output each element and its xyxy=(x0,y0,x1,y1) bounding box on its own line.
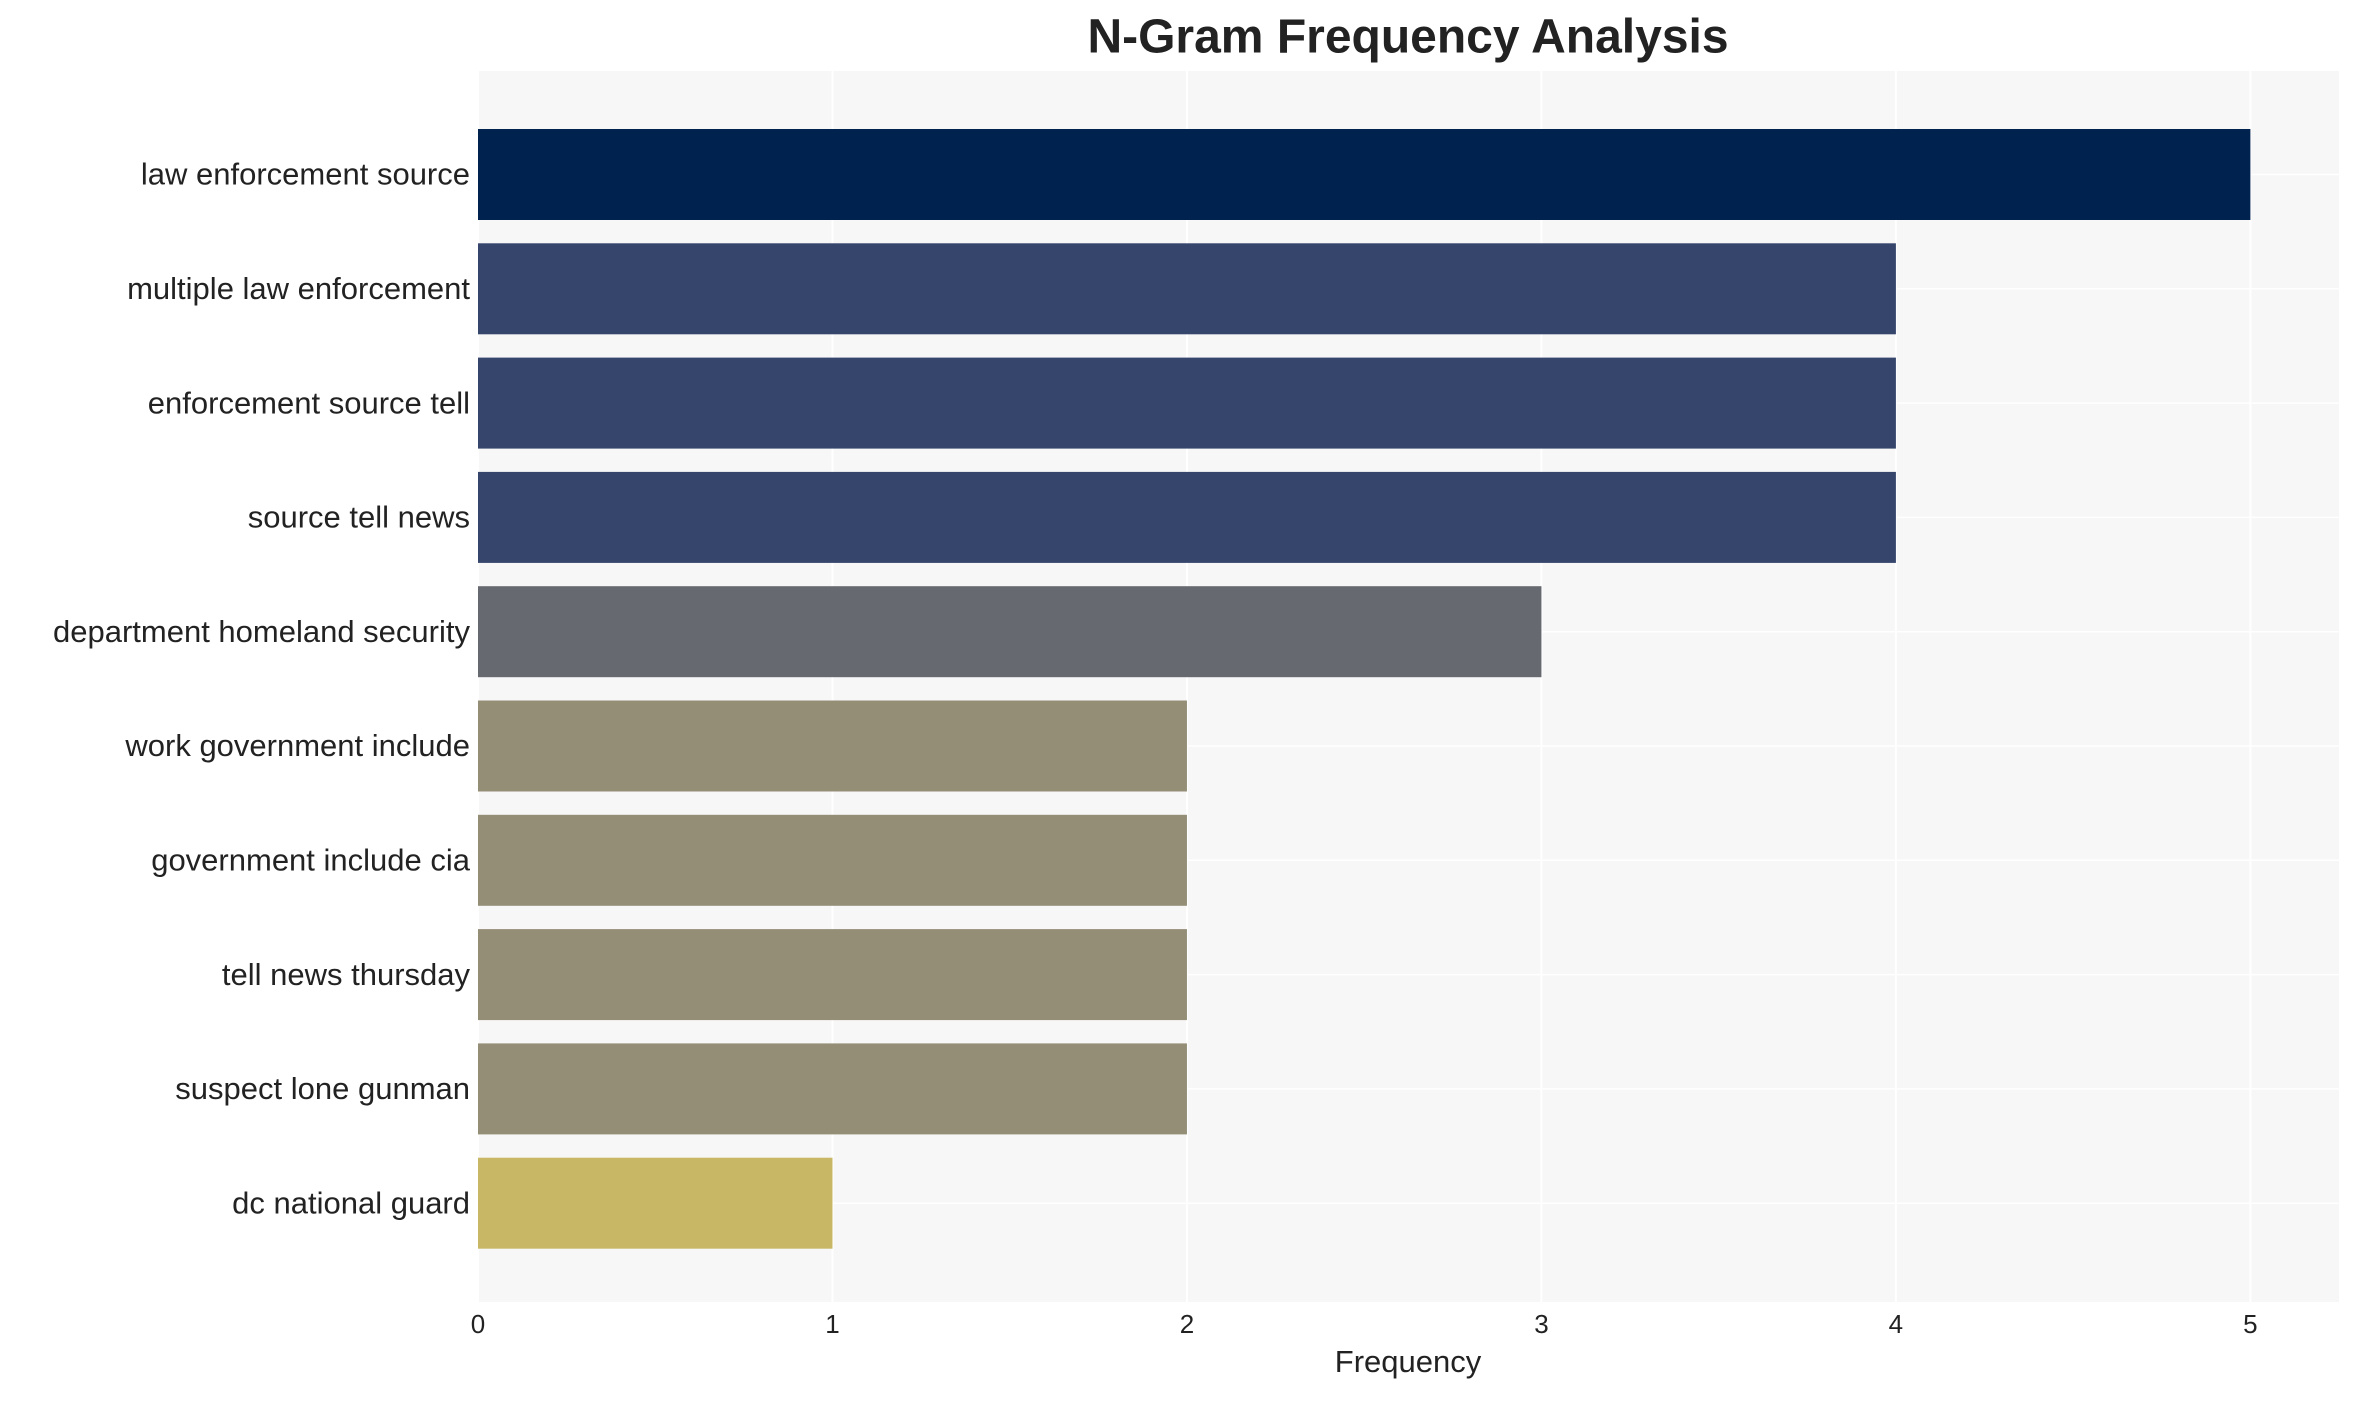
x-axis-label: Frequency xyxy=(1335,1344,1482,1379)
y-tick-label: dc national guard xyxy=(232,1185,470,1220)
bar xyxy=(478,357,1896,449)
bar xyxy=(478,700,1187,792)
x-tick-label: 2 xyxy=(1180,1309,1194,1339)
y-tick-label: suspect lone gunman xyxy=(175,1071,470,1106)
y-tick-label: law enforcement source xyxy=(141,157,470,192)
y-tick-label: government include cia xyxy=(151,842,471,877)
x-tick-label: 3 xyxy=(1534,1309,1548,1339)
x-tick-label: 0 xyxy=(471,1309,485,1339)
y-tick-label: tell news thursday xyxy=(222,957,471,992)
y-tick-label: enforcement source tell xyxy=(148,385,470,420)
bar xyxy=(478,814,1187,906)
chart-title: N-Gram Frequency Analysis xyxy=(1087,11,1728,64)
x-tick-label: 4 xyxy=(1889,1309,1903,1339)
x-tick-label: 1 xyxy=(825,1309,839,1339)
bar xyxy=(478,129,2251,220)
bar xyxy=(478,243,1896,335)
y-tick-label: source tell news xyxy=(248,500,470,535)
bar xyxy=(478,586,1542,678)
y-tick-label: work government include xyxy=(124,728,470,763)
y-tick-label: department homeland security xyxy=(53,614,471,649)
bar xyxy=(478,1157,833,1249)
bar xyxy=(478,929,1187,1021)
bar xyxy=(478,1043,1187,1135)
x-tick-label: 5 xyxy=(2243,1309,2257,1339)
bar xyxy=(478,471,1896,563)
y-tick-label: multiple law enforcement xyxy=(127,271,470,306)
